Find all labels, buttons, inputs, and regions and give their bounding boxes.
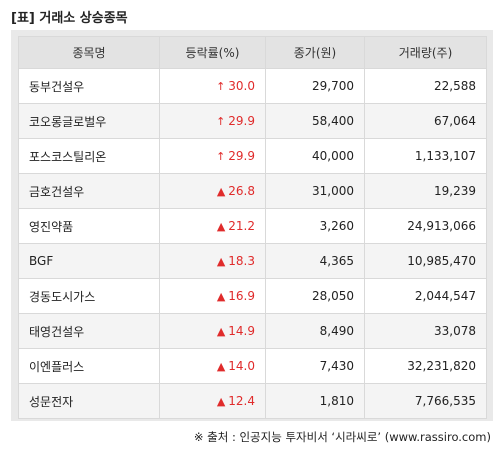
- table-row: 영진약품 ▲ 21.2 3,260 24,913,066: [18, 208, 487, 244]
- change-rate-cell: ▲ 14.9: [159, 313, 266, 349]
- volume-cell: 22,588: [364, 68, 487, 104]
- change-rate-value: 18.3: [228, 254, 255, 268]
- volume-cell: 1,133,107: [364, 138, 487, 174]
- stock-name-cell: 태영건설우: [18, 313, 160, 349]
- up-triangle-icon: ▲: [216, 220, 226, 233]
- change-rate-value: 14.0: [228, 359, 255, 373]
- stock-name-cell: BGF: [18, 243, 160, 279]
- up-arrow-icon: ↑: [216, 115, 226, 128]
- source-note: ※ 출처 : 인공지능 투자비서 ‘시라씨로’ (www.rassiro.com…: [193, 430, 491, 444]
- up-triangle-icon: ▲: [216, 395, 226, 408]
- close-price-cell: 40,000: [265, 138, 365, 174]
- close-price-cell: 29,700: [265, 68, 365, 104]
- up-triangle-icon: ▲: [216, 255, 226, 268]
- stock-name-cell: 코오롱글로벌우: [18, 103, 160, 139]
- table-header-row: 종목명 등락률(%) 종가(원) 거래량(주): [18, 36, 487, 69]
- volume-cell: 2,044,547: [364, 278, 487, 314]
- table-row: 포스코스틸리온 ↑ 29.9 40,000 1,133,107: [18, 138, 487, 174]
- close-price-cell: 7,430: [265, 348, 365, 384]
- up-triangle-icon: ▲: [216, 325, 226, 338]
- volume-cell: 33,078: [364, 313, 487, 349]
- close-price-cell: 58,400: [265, 103, 365, 139]
- change-rate-value: 30.0: [228, 79, 255, 93]
- change-rate-cell: ▲ 12.4: [159, 383, 266, 419]
- table-row: 이엔플러스 ▲ 14.0 7,430 32,231,820: [18, 348, 487, 384]
- up-arrow-icon: ↑: [216, 150, 226, 163]
- volume-cell: 32,231,820: [364, 348, 487, 384]
- up-triangle-icon: ▲: [216, 360, 226, 373]
- change-rate-value: 29.9: [228, 114, 255, 128]
- stock-name-cell: 영진약품: [18, 208, 160, 244]
- stock-name-cell: 경동도시가스: [18, 278, 160, 314]
- change-rate-value: 26.8: [228, 184, 255, 198]
- change-rate-cell: ▲ 18.3: [159, 243, 266, 279]
- stock-name-cell: 이엔플러스: [18, 348, 160, 384]
- change-rate-value: 21.2: [228, 219, 255, 233]
- change-rate-value: 14.9: [228, 324, 255, 338]
- change-rate-value: 12.4: [228, 394, 255, 408]
- volume-cell: 19,239: [364, 173, 487, 209]
- table-row: 경동도시가스 ▲ 16.9 28,050 2,044,547: [18, 278, 487, 314]
- change-rate-value: 29.9: [228, 149, 255, 163]
- header-volume: 거래량(주): [364, 36, 487, 69]
- stock-table: 종목명 등락률(%) 종가(원) 거래량(주) 동부건설우 ↑ 30.0 29,700…: [18, 36, 487, 419]
- table-row: BGF ▲ 18.3 4,365 10,985,470: [18, 243, 487, 279]
- close-price-cell: 1,810: [265, 383, 365, 419]
- change-rate-cell: ↑ 29.9: [159, 138, 266, 174]
- stock-name-cell: 금호건설우: [18, 173, 160, 209]
- volume-cell: 10,985,470: [364, 243, 487, 279]
- table-row: 코오롱글로벌우 ↑ 29.9 58,400 67,064: [18, 103, 487, 139]
- change-rate-cell: ▲ 26.8: [159, 173, 266, 209]
- table-row: 금호건설우 ▲ 26.8 31,000 19,239: [18, 173, 487, 209]
- volume-cell: 24,913,066: [364, 208, 487, 244]
- close-price-cell: 28,050: [265, 278, 365, 314]
- change-rate-cell: ▲ 14.0: [159, 348, 266, 384]
- up-triangle-icon: ▲: [216, 185, 226, 198]
- stock-name-cell: 포스코스틸리온: [18, 138, 160, 174]
- header-close-price: 종가(원): [265, 36, 365, 69]
- table-panel: 종목명 등락률(%) 종가(원) 거래량(주) 동부건설우 ↑ 30.0 29,700…: [11, 30, 493, 421]
- close-price-cell: 31,000: [265, 173, 365, 209]
- table-row: 동부건설우 ↑ 30.0 29,700 22,588: [18, 68, 487, 104]
- stock-name-cell: 동부건설우: [18, 68, 160, 104]
- change-rate-cell: ↑ 29.9: [159, 103, 266, 139]
- change-rate-cell: ▲ 16.9: [159, 278, 266, 314]
- table-row: 태영건설우 ▲ 14.9 8,490 33,078: [18, 313, 487, 349]
- close-price-cell: 8,490: [265, 313, 365, 349]
- change-rate-cell: ↑ 30.0: [159, 68, 266, 104]
- up-triangle-icon: ▲: [216, 290, 226, 303]
- close-price-cell: 3,260: [265, 208, 365, 244]
- up-arrow-icon: ↑: [216, 80, 226, 93]
- volume-cell: 7,766,535: [364, 383, 487, 419]
- header-stock-name: 종목명: [18, 36, 160, 69]
- stock-name-cell: 성문전자: [18, 383, 160, 419]
- header-change-rate: 등락률(%): [159, 36, 266, 69]
- close-price-cell: 4,365: [265, 243, 365, 279]
- table-row: 성문전자 ▲ 12.4 1,810 7,766,535: [18, 383, 487, 419]
- change-rate-cell: ▲ 21.2: [159, 208, 266, 244]
- volume-cell: 67,064: [364, 103, 487, 139]
- page-title: [표] 거래소 상승종목: [11, 11, 128, 26]
- change-rate-value: 16.9: [228, 289, 255, 303]
